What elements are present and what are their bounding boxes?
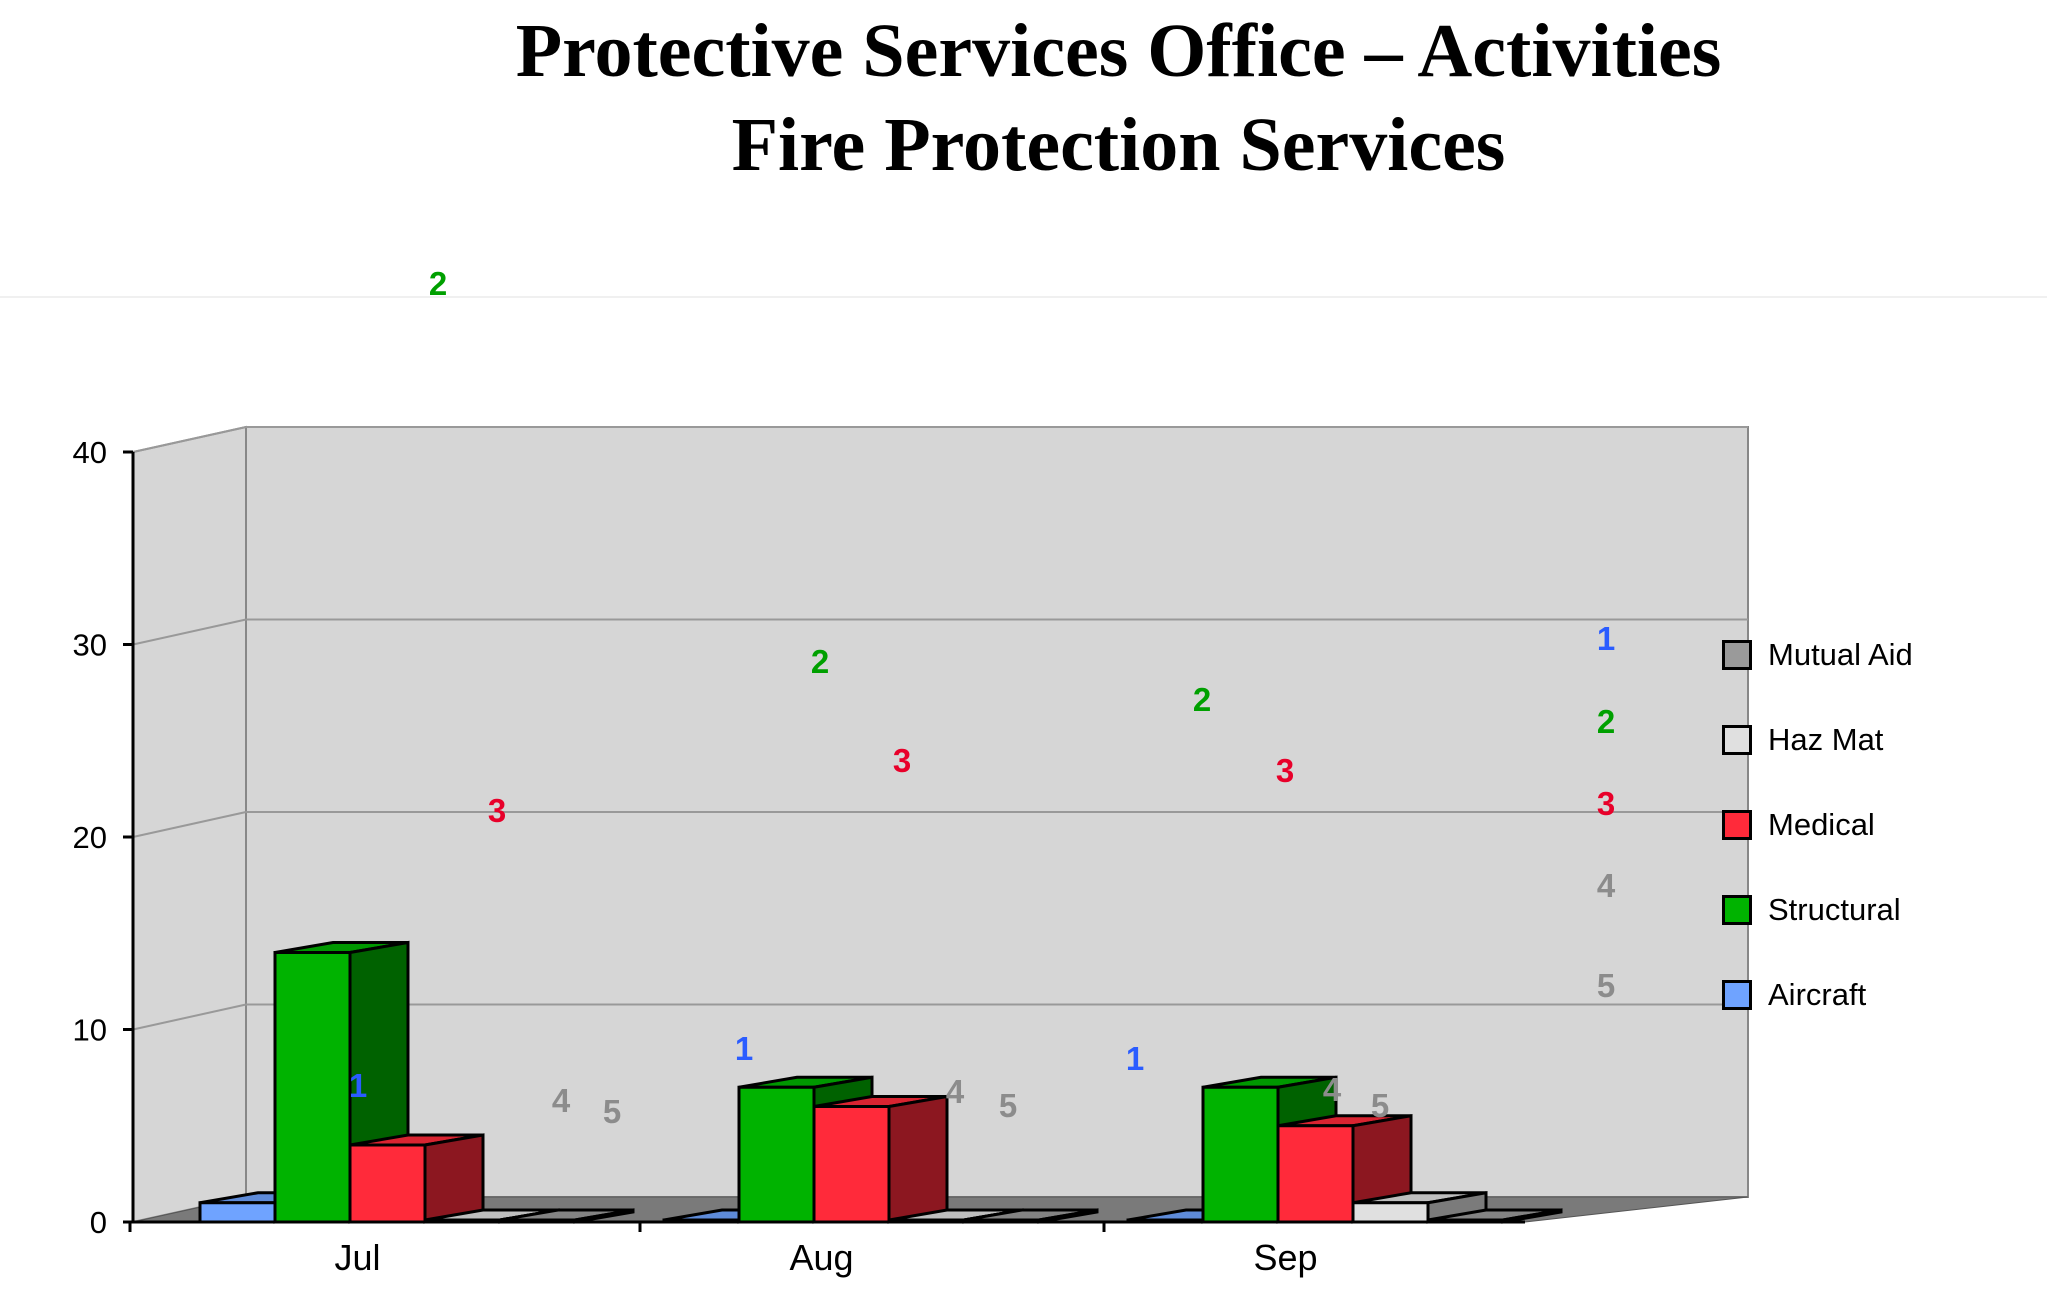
annotation-label: 3 (488, 792, 506, 829)
bar-medical-aug (812, 1105, 891, 1224)
annotation-label: 2 (1193, 681, 1211, 718)
annotation-label: 1 (349, 1067, 367, 1104)
gridline-side (132, 811, 247, 838)
annotation-label: 3 (1597, 785, 1615, 822)
legend-swatch (1722, 639, 1752, 670)
legend-item-mutual-aid: Mutual Aid (1722, 612, 2022, 697)
x-tick-label: Aug (789, 1237, 853, 1278)
legend-label: Structural (1768, 891, 1901, 927)
chart-subtitle: Fire Protection Services (731, 103, 1506, 187)
annotation-label: 1 (735, 1030, 753, 1067)
legend-swatch (1722, 979, 1752, 1010)
gridline-side (132, 618, 247, 646)
bar-mutual-aid-sep (1426, 1218, 1505, 1224)
annotation-label: 1 (1126, 1040, 1144, 1077)
bar-structural-aug (737, 1085, 816, 1224)
legend-item-structural: Structural (1722, 867, 2022, 952)
annotation-label: 5 (603, 1093, 621, 1130)
y-tick-label: 0 (90, 1205, 107, 1240)
annotation-label: 4 (1323, 1071, 1342, 1108)
legend-label: Haz Mat (1768, 721, 1884, 757)
legend-item-medical: Medical (1722, 782, 2022, 867)
legend-label: Medical (1768, 806, 1875, 842)
bar-side (423, 1133, 485, 1224)
chart-legend: Mutual Aid Haz Mat Medical Structural Aircra… (1722, 612, 2022, 1037)
bar-side (887, 1094, 949, 1224)
y-tick-label: 40 (73, 435, 107, 470)
legend-item-haz-mat: Haz Mat (1722, 697, 2022, 782)
annotation-label: 4 (552, 1082, 571, 1119)
x-tick-label: Jul (334, 1237, 380, 1278)
gridline-side (132, 426, 247, 453)
bar-haz-mat-jul (423, 1218, 502, 1224)
bar-haz-mat-sep (1351, 1201, 1430, 1224)
legend-swatch (1722, 724, 1752, 755)
annotation-label: 5 (1597, 967, 1615, 1004)
annotation-label: 5 (999, 1087, 1017, 1124)
bar-mutual-aid-aug (962, 1218, 1041, 1224)
legend-label: Mutual Aid (1768, 636, 1913, 672)
annotation-label: 5 (1371, 1087, 1389, 1124)
legend-label: Aircraft (1768, 976, 1867, 1012)
gridline-side (132, 1003, 247, 1031)
bar-aircraft-jul (198, 1201, 277, 1224)
x-tick-label: Sep (1253, 1237, 1317, 1278)
bar-haz-mat-aug (887, 1218, 966, 1224)
bar-aircraft-aug (662, 1218, 741, 1224)
y-tick-label: 10 (73, 1013, 107, 1048)
annotation-label: 4 (946, 1073, 965, 1110)
annotation-label: 4 (1597, 867, 1616, 904)
annotation-label: 2 (811, 643, 829, 680)
annotation-label: 2 (429, 265, 447, 302)
annotation-label: 3 (1276, 752, 1294, 789)
annotation-label: 2 (1597, 703, 1615, 740)
bar-structural-jul (273, 951, 352, 1224)
legend-swatch (1722, 894, 1752, 925)
legend-item-aircraft: Aircraft (1722, 952, 2022, 1037)
bar-mutual-aid-jul (498, 1218, 577, 1224)
y-tick-label: 20 (73, 820, 107, 855)
bar-medical-sep (1276, 1124, 1355, 1224)
bar-aircraft-sep (1126, 1218, 1205, 1224)
bar-structural-sep (1201, 1085, 1280, 1224)
annotation-label: 1 (1597, 620, 1615, 657)
legend-swatch (1722, 809, 1752, 840)
y-tick-label: 30 (73, 628, 107, 663)
chart-title: Protective Services Office – Activities (515, 9, 1722, 93)
annotation-label: 3 (893, 742, 911, 779)
bar-medical-jul (348, 1143, 427, 1224)
separator-line (0, 296, 2047, 298)
